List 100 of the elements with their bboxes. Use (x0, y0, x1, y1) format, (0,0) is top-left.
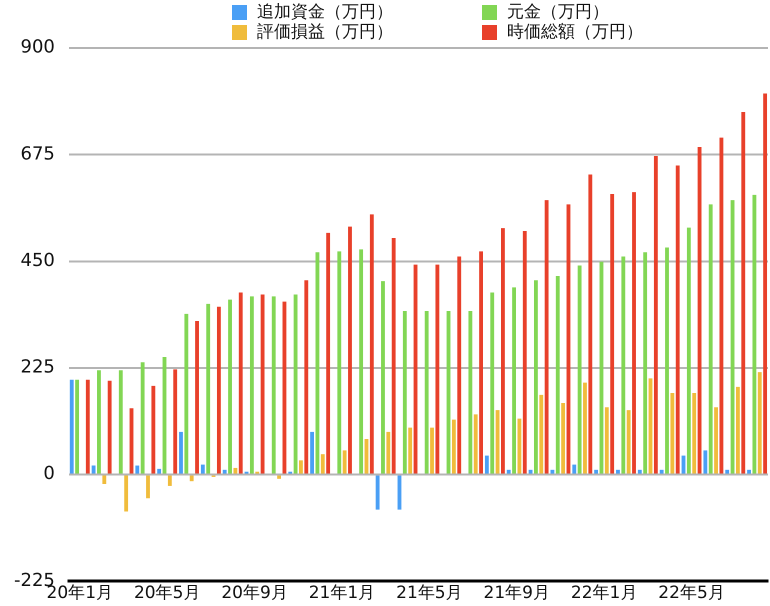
bar (512, 287, 516, 474)
bar (600, 262, 604, 474)
bar (501, 228, 505, 474)
bar (758, 372, 762, 474)
bar (376, 476, 380, 510)
bar (621, 256, 626, 474)
bar (184, 314, 188, 474)
bar (348, 226, 352, 474)
bar (430, 428, 434, 474)
bar (752, 194, 756, 474)
bar (162, 357, 166, 474)
legend-label: 時価総額（万円） (507, 22, 643, 42)
x-tick-label: 20年5月 (134, 582, 200, 603)
bar (692, 393, 696, 474)
bar (561, 402, 566, 474)
bar (86, 380, 90, 474)
bar (299, 460, 303, 474)
bar (474, 414, 478, 474)
bar (124, 476, 128, 512)
bar (228, 300, 232, 474)
bar (676, 166, 680, 474)
legend-label: 追加資金（万円） (257, 2, 393, 22)
y-tick-label: 0 (43, 463, 55, 484)
bar (140, 362, 145, 474)
bar (282, 302, 286, 474)
bar (730, 200, 734, 474)
bar (260, 294, 265, 474)
bar (75, 380, 80, 474)
bar (342, 450, 347, 474)
bar (102, 476, 106, 484)
y-tick-label: 450 (20, 250, 55, 271)
legend-label: 評価損益（万円） (257, 22, 393, 42)
bar (173, 369, 178, 474)
bar (216, 306, 221, 474)
bar (626, 410, 631, 474)
bar (528, 470, 532, 474)
x-tick-label: 21年1月 (308, 582, 376, 603)
bar (386, 432, 390, 474)
bar (272, 296, 276, 474)
bar (398, 476, 402, 510)
bar (632, 192, 636, 474)
bar (130, 408, 134, 474)
bar (468, 311, 472, 474)
bar (337, 251, 342, 474)
y-tick-label: 900 (20, 36, 55, 58)
bar (402, 311, 407, 474)
bar (604, 407, 609, 474)
bar (457, 256, 462, 474)
bar (544, 200, 549, 474)
x-tick-label: 22年5月 (658, 582, 725, 603)
x-tick-label: 21年5月 (396, 582, 463, 603)
bar (157, 468, 162, 474)
bar (320, 454, 325, 474)
bar (146, 476, 150, 498)
bar (610, 194, 614, 474)
bar (304, 280, 308, 474)
bar (392, 238, 396, 474)
bar (316, 252, 320, 474)
bar (648, 378, 652, 474)
bar (168, 476, 172, 486)
bar (583, 382, 587, 474)
bar (414, 264, 418, 474)
bar (233, 468, 238, 474)
bar (238, 292, 243, 474)
bar (490, 292, 494, 474)
bar (446, 311, 450, 474)
bar (135, 466, 140, 474)
bar (435, 264, 440, 474)
bar (452, 420, 456, 474)
bar (747, 470, 751, 474)
bar (179, 432, 183, 474)
bar (151, 386, 156, 474)
bar (200, 464, 205, 474)
bar (408, 428, 412, 474)
bar (588, 174, 592, 474)
bar (660, 470, 664, 474)
bar (326, 232, 330, 474)
bar (250, 296, 254, 474)
y-tick-label: 675 (20, 143, 55, 164)
bar (381, 281, 385, 474)
bar (736, 386, 740, 474)
bar (108, 380, 112, 474)
bar (686, 228, 691, 474)
bar (522, 230, 527, 474)
bar (594, 470, 598, 474)
bar (70, 380, 74, 474)
bar (714, 407, 718, 474)
bar (566, 204, 570, 474)
bar (556, 276, 560, 474)
bar (424, 311, 429, 474)
bar (484, 456, 489, 474)
bar (206, 304, 210, 474)
bar (539, 394, 544, 474)
bar (294, 294, 298, 474)
bar (479, 251, 484, 474)
bar (698, 147, 702, 474)
bar (741, 112, 746, 474)
bar (572, 464, 576, 474)
bar (92, 466, 96, 474)
x-tick-label: 22年1月 (570, 582, 638, 603)
